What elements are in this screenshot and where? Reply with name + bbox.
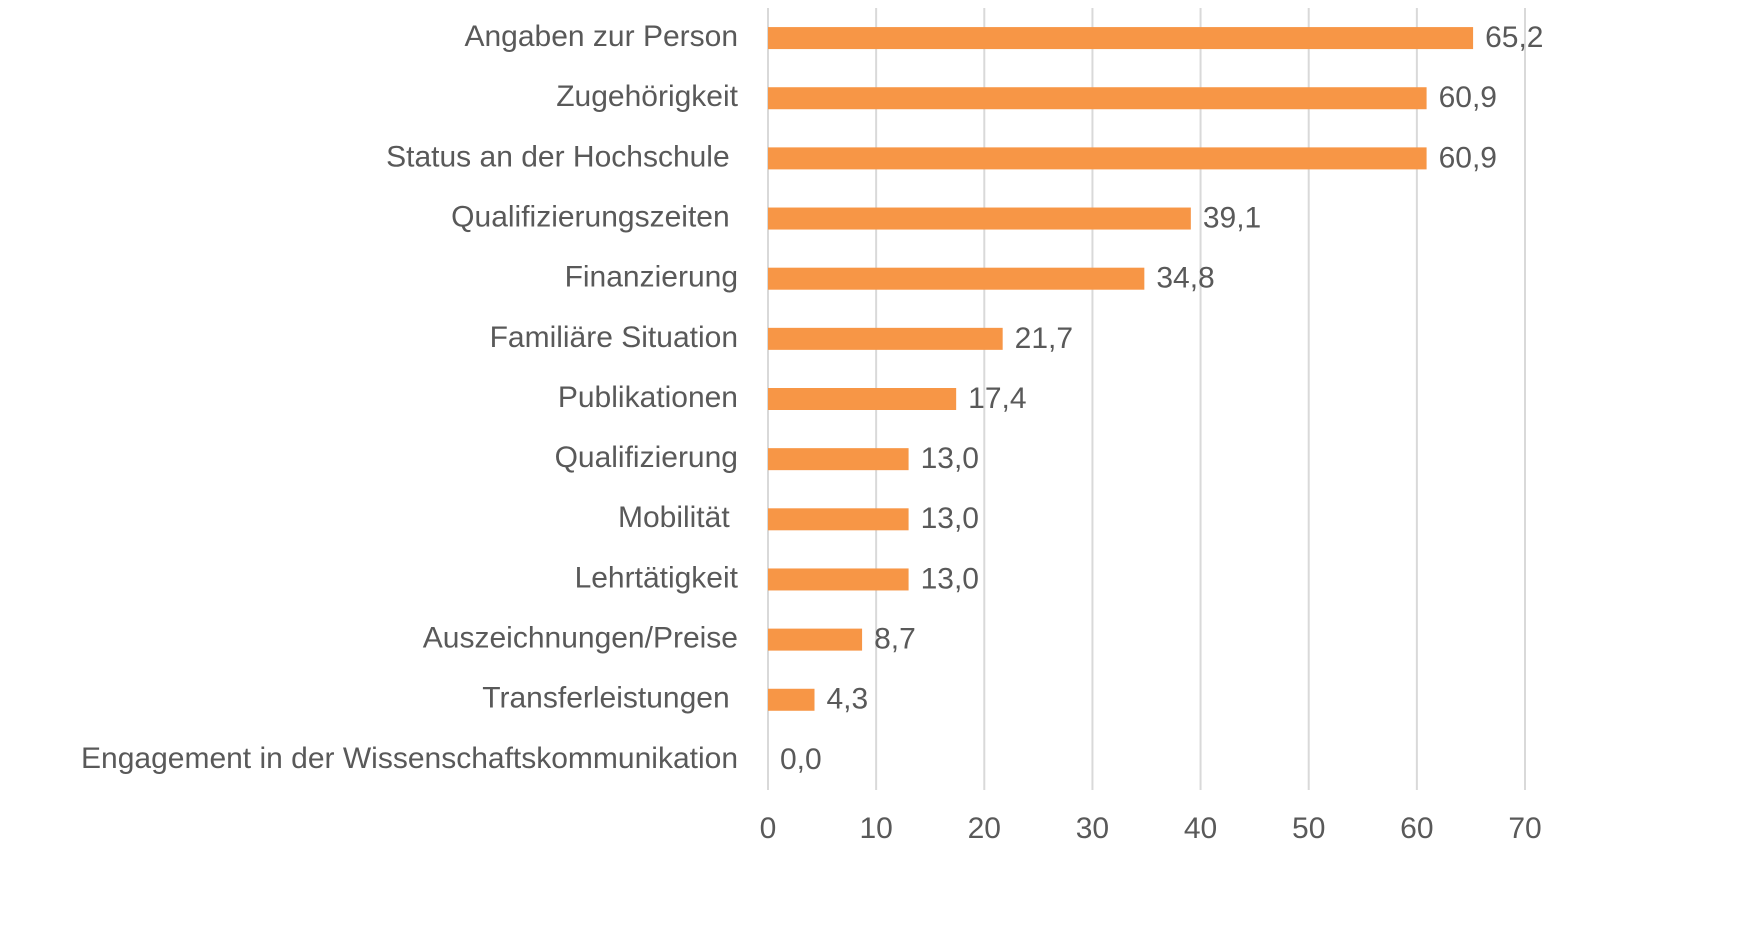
y-tick-label: Angaben zur Person <box>464 20 738 53</box>
x-tick-label: 60 <box>1400 812 1433 845</box>
bar <box>768 388 957 410</box>
x-tick-label: 10 <box>859 812 892 845</box>
y-tick-label: Lehrtätigkeit <box>575 561 739 594</box>
data-label: 60,9 <box>1439 141 1497 174</box>
x-tick-label: 70 <box>1508 812 1541 845</box>
x-tick-label: 0 <box>760 812 777 845</box>
bar <box>768 147 1427 170</box>
bar <box>768 207 1191 230</box>
data-label: 13,0 <box>921 502 979 535</box>
bar <box>768 448 909 471</box>
bar <box>768 27 1474 50</box>
bar <box>768 688 815 711</box>
data-label: 60,9 <box>1439 81 1497 114</box>
bar <box>768 327 1003 350</box>
bar <box>768 508 909 531</box>
x-tick-label: 50 <box>1292 812 1325 845</box>
y-tick-label: Publikationen <box>558 381 738 414</box>
y-tick-label: Finanzierung <box>565 261 738 294</box>
x-tick-label: 30 <box>1076 812 1109 845</box>
data-label: 34,8 <box>1156 262 1214 295</box>
data-label: 0,0 <box>780 743 822 776</box>
data-label: 39,1 <box>1203 201 1261 234</box>
y-tick-label: Engagement in der Wissenschaftskommunika… <box>81 742 738 775</box>
y-tick-label: Qualifizierungszeiten <box>451 200 738 233</box>
data-label: 8,7 <box>874 623 916 656</box>
y-tick-label: Zugehörigkeit <box>556 80 738 113</box>
x-tick-label: 20 <box>968 812 1001 845</box>
y-tick-label: Status an der Hochschule <box>386 140 738 173</box>
bar <box>768 267 1145 290</box>
x-tick-label: 40 <box>1184 812 1217 845</box>
y-tick-label: Familiäre Situation <box>490 321 738 354</box>
bar <box>768 87 1427 110</box>
y-tick-label: Qualifizierung <box>555 441 738 474</box>
y-tick-label: Transferleistungen <box>482 682 738 715</box>
data-label: 65,2 <box>1485 21 1543 54</box>
y-tick-label: Mobilität <box>618 501 738 534</box>
data-label: 4,3 <box>827 683 869 716</box>
data-label: 17,4 <box>968 382 1026 415</box>
data-label: 13,0 <box>921 442 979 475</box>
y-tick-label: Auszeichnungen/Preise <box>423 622 738 655</box>
bar <box>768 568 909 591</box>
bar <box>768 628 863 651</box>
data-label: 21,7 <box>1015 322 1073 355</box>
data-label: 13,0 <box>921 562 979 595</box>
